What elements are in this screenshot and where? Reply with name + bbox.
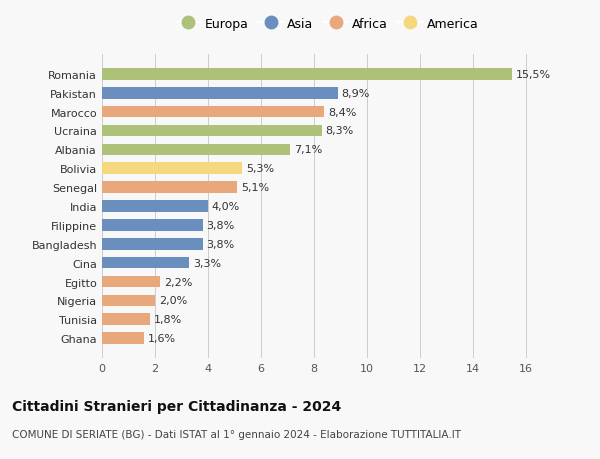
Text: 7,1%: 7,1% <box>294 145 322 155</box>
Bar <box>102 333 145 344</box>
Bar <box>102 163 242 175</box>
Text: 2,0%: 2,0% <box>159 296 187 306</box>
Text: 2,2%: 2,2% <box>164 277 193 287</box>
Text: 15,5%: 15,5% <box>516 70 551 80</box>
Bar <box>102 106 325 118</box>
Text: 3,8%: 3,8% <box>206 239 235 249</box>
Text: 4,0%: 4,0% <box>212 202 240 212</box>
Text: 8,4%: 8,4% <box>328 107 356 118</box>
Bar <box>102 295 155 307</box>
Text: 5,1%: 5,1% <box>241 183 269 193</box>
Text: 8,9%: 8,9% <box>341 89 370 99</box>
Bar <box>102 219 203 231</box>
Bar <box>102 257 190 269</box>
Bar <box>102 314 149 325</box>
Text: Cittadini Stranieri per Cittadinanza - 2024: Cittadini Stranieri per Cittadinanza - 2… <box>12 399 341 413</box>
Text: 1,6%: 1,6% <box>148 333 176 343</box>
Bar <box>102 201 208 213</box>
Bar <box>102 182 237 194</box>
Text: 1,8%: 1,8% <box>154 314 182 325</box>
Text: 3,3%: 3,3% <box>193 258 221 268</box>
Bar <box>102 144 290 156</box>
Text: 8,3%: 8,3% <box>326 126 354 136</box>
Text: 3,8%: 3,8% <box>206 220 235 230</box>
Text: COMUNE DI SERIATE (BG) - Dati ISTAT al 1° gennaio 2024 - Elaborazione TUTTITALIA: COMUNE DI SERIATE (BG) - Dati ISTAT al 1… <box>12 429 461 439</box>
Legend: Europa, Asia, Africa, America: Europa, Asia, Africa, America <box>170 13 484 36</box>
Bar <box>102 125 322 137</box>
Bar <box>102 69 512 80</box>
Bar <box>102 88 338 99</box>
Bar <box>102 276 160 288</box>
Bar <box>102 238 203 250</box>
Text: 5,3%: 5,3% <box>246 164 274 174</box>
